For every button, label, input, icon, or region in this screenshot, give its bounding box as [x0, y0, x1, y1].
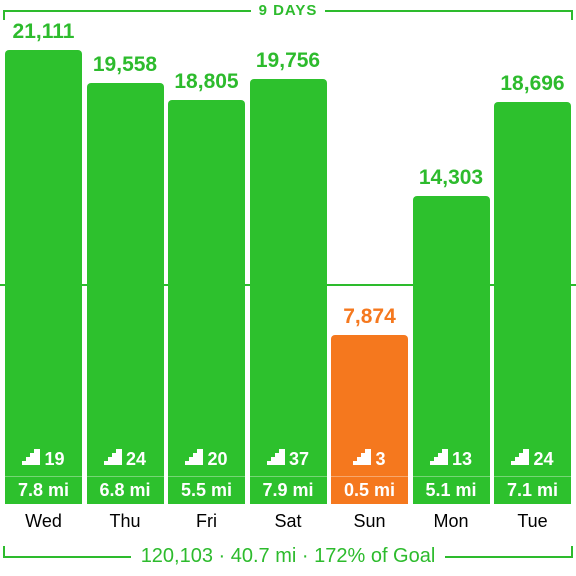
bar-divider: [494, 476, 571, 477]
flights-climbed: 24: [87, 447, 164, 471]
day-label-sat: Sat: [274, 511, 302, 531]
flights-count: 19: [44, 448, 65, 469]
flights-count: 3: [375, 448, 386, 469]
summary-text: 120,103 · 40.7 mi · 172% of Goal: [130, 545, 446, 567]
stairs-icon: [185, 448, 204, 470]
flights-climbed: 13: [413, 447, 490, 471]
distance-label: 6.8 mi: [99, 480, 151, 500]
bar-sun[interactable]: [331, 334, 408, 504]
bar-divider: [5, 476, 82, 477]
bar-thu[interactable]: [86, 83, 164, 504]
flights-climbed: 37: [250, 447, 327, 471]
day-label-sun: Sun: [353, 511, 386, 531]
bar-divider: [412, 476, 490, 477]
flights-count: 24: [125, 448, 147, 469]
distance-label: 0.5 mi: [343, 480, 396, 500]
bar-mon[interactable]: [412, 196, 490, 504]
bar-value-label: 7,874: [343, 304, 396, 328]
summary-footer: 120,103 · 40.7 mi · 172% of Goal: [0, 544, 576, 568]
flights-count: 20: [207, 448, 228, 469]
bar-value-label: 21,111: [12, 20, 75, 43]
stairs-icon: [22, 448, 41, 470]
day-label-fri: Fri: [196, 511, 217, 531]
day-label-mon: Mon: [433, 511, 469, 531]
bar-value-label: 14,303: [418, 166, 484, 190]
flights-climbed: 20: [168, 447, 245, 471]
day-label-tue: Tue: [517, 511, 548, 531]
stairs-icon: [429, 448, 448, 470]
bar-value-label: 19,756: [255, 49, 321, 73]
bar-fri[interactable]: [168, 99, 245, 504]
distance-label: 5.1 mi: [425, 480, 477, 500]
flights-climbed: 19: [5, 447, 82, 471]
bar-tue[interactable]: [494, 101, 571, 504]
bar-divider: [168, 476, 245, 477]
day-label-thu: Thu: [109, 511, 141, 531]
flights-climbed: 24: [494, 447, 571, 471]
period-header: 9 DAYS: [0, 0, 576, 22]
header-bracket-right: [571, 10, 573, 20]
flights-count: 13: [451, 448, 473, 469]
bar-sat[interactable]: [249, 79, 327, 504]
footer-bracket-left: [3, 546, 5, 556]
distance-label: 7.1 mi: [506, 480, 559, 500]
bar-value-label: 19,558: [92, 53, 158, 77]
bar-divider: [249, 476, 327, 477]
footer-bracket-right: [571, 546, 573, 556]
distance-label: 7.8 mi: [17, 480, 70, 500]
flights-climbed: 3: [331, 447, 408, 471]
bar-divider: [86, 476, 164, 477]
bar-value-label: 18,805: [174, 69, 239, 93]
bar-divider: [331, 476, 408, 477]
stairs-icon: [266, 448, 285, 470]
flights-count: 37: [288, 448, 310, 469]
stairs-icon: [353, 448, 372, 470]
header-bracket-left: [3, 10, 5, 20]
distance-label: 5.5 mi: [180, 480, 233, 500]
bar-value-label: 18,696: [500, 71, 565, 95]
period-label: 9 DAYS: [250, 2, 326, 19]
bar-wed[interactable]: [5, 50, 82, 504]
flights-count: 24: [533, 448, 554, 469]
stairs-icon: [103, 448, 122, 470]
day-label-wed: Wed: [25, 511, 62, 531]
stairs-icon: [511, 448, 530, 470]
distance-label: 7.9 mi: [262, 480, 314, 500]
